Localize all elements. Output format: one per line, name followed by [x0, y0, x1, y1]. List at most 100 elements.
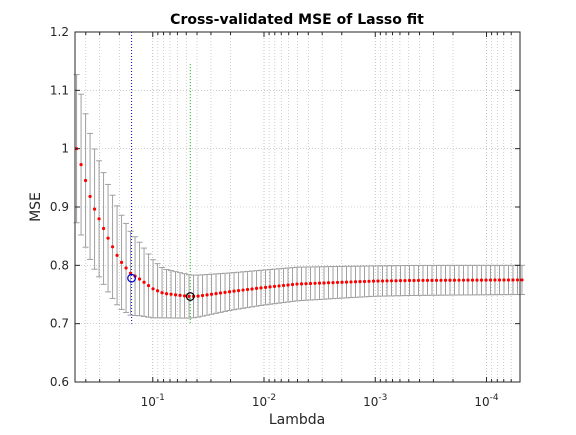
mse-point — [466, 278, 470, 282]
mse-point — [137, 277, 142, 281]
mse-point — [398, 279, 403, 283]
mse-point — [353, 280, 358, 284]
mse-point — [506, 278, 511, 282]
mse-point — [101, 226, 106, 231]
mse-point — [119, 260, 124, 264]
mse-point — [326, 281, 331, 285]
mse-point — [308, 281, 313, 286]
mse-point — [88, 194, 92, 199]
mse-point — [205, 293, 209, 297]
mse-point — [92, 207, 97, 211]
mse-point — [394, 279, 398, 283]
mse-point — [362, 279, 367, 284]
mse-point — [227, 290, 232, 294]
mse-point — [457, 278, 461, 282]
mse-point — [187, 294, 191, 299]
mse-point — [259, 286, 263, 290]
mse-point — [335, 280, 340, 285]
mse-point — [511, 278, 515, 282]
mse-point — [367, 279, 371, 283]
y-tick-label: 1.1 — [50, 83, 69, 97]
mse-point — [461, 278, 466, 282]
errorbar-layer — [73, 74, 525, 319]
mse-point — [200, 293, 205, 298]
mse-point — [358, 280, 362, 284]
mse-point — [209, 292, 214, 296]
mse-point — [236, 289, 241, 293]
mse-point — [421, 278, 425, 283]
mse-point — [430, 278, 434, 282]
mse-point — [182, 294, 187, 298]
mse-point — [178, 293, 182, 297]
mse-point — [223, 290, 227, 294]
mse-point — [443, 278, 448, 282]
mse-point — [371, 279, 376, 283]
mse-point — [290, 282, 295, 287]
y-axis-label: MSE — [28, 192, 44, 222]
mse-point — [520, 278, 524, 282]
mse-point — [250, 287, 254, 291]
y-tick-label: 0.9 — [50, 200, 69, 214]
x-axis-label: Lambda — [269, 412, 325, 428]
mse-point — [263, 285, 268, 289]
mse-point — [317, 281, 322, 285]
mse-point — [425, 278, 430, 282]
mse-point — [331, 280, 335, 285]
mse-point — [155, 289, 160, 293]
mse-point — [173, 293, 178, 297]
mse-point — [151, 287, 155, 291]
mse-point — [169, 292, 173, 296]
mse-point — [160, 291, 164, 295]
mse-point — [484, 278, 488, 282]
mse-point — [340, 280, 344, 284]
mse-point — [380, 279, 385, 283]
x-tick-label: 10-3 — [363, 393, 387, 409]
mse-point — [439, 278, 443, 282]
mse-point — [407, 278, 412, 283]
mse-point — [448, 278, 452, 282]
mse-point — [272, 284, 277, 289]
mse-point — [470, 278, 475, 282]
mse-point — [502, 278, 506, 282]
x-tick-label: 10-2 — [252, 393, 276, 409]
mse-point — [286, 283, 290, 287]
marker-circle-LambdaMinMSE — [185, 292, 195, 301]
mse-point — [277, 284, 281, 288]
mse-point — [322, 281, 326, 285]
mse-point — [83, 178, 88, 183]
mse-point — [475, 278, 479, 282]
mse-point — [488, 278, 493, 282]
mse-point — [281, 283, 286, 288]
point-layer — [74, 147, 524, 299]
mse-point — [403, 278, 407, 283]
mse-point — [115, 253, 119, 257]
mse-point — [232, 289, 236, 293]
grid-layer — [74, 31, 521, 383]
y-tick-label: 1.2 — [50, 25, 69, 39]
y-tick-label: 0.7 — [50, 317, 69, 331]
mse-point — [515, 278, 520, 282]
mse-point — [304, 282, 308, 286]
mse-point — [79, 162, 83, 167]
marker-circle-Lambda1SE — [127, 273, 136, 283]
mse-point — [385, 279, 389, 283]
y-tick-label: 1 — [61, 142, 69, 156]
mse-point — [196, 294, 200, 298]
mse-point — [497, 278, 502, 282]
x-tick-label: 10-1 — [141, 393, 165, 409]
mse-point — [349, 280, 353, 284]
mse-point — [142, 280, 146, 284]
mse-point — [479, 278, 484, 282]
mse-point — [124, 266, 128, 270]
mse-point — [295, 282, 299, 286]
y-tick-label: 0.8 — [50, 258, 69, 272]
mse-point — [313, 281, 317, 285]
marker-lines — [131, 32, 191, 324]
axis-layer: 0.6 0.7 0.8 0.9 1 1.1 1.2 10-1 10-2 10-3 10-4 — [50, 25, 521, 409]
mse-point — [493, 278, 497, 282]
mse-point — [389, 279, 394, 283]
mse-point — [344, 280, 349, 284]
mse-point — [434, 278, 439, 282]
x-tick-label: 10-4 — [474, 393, 499, 409]
